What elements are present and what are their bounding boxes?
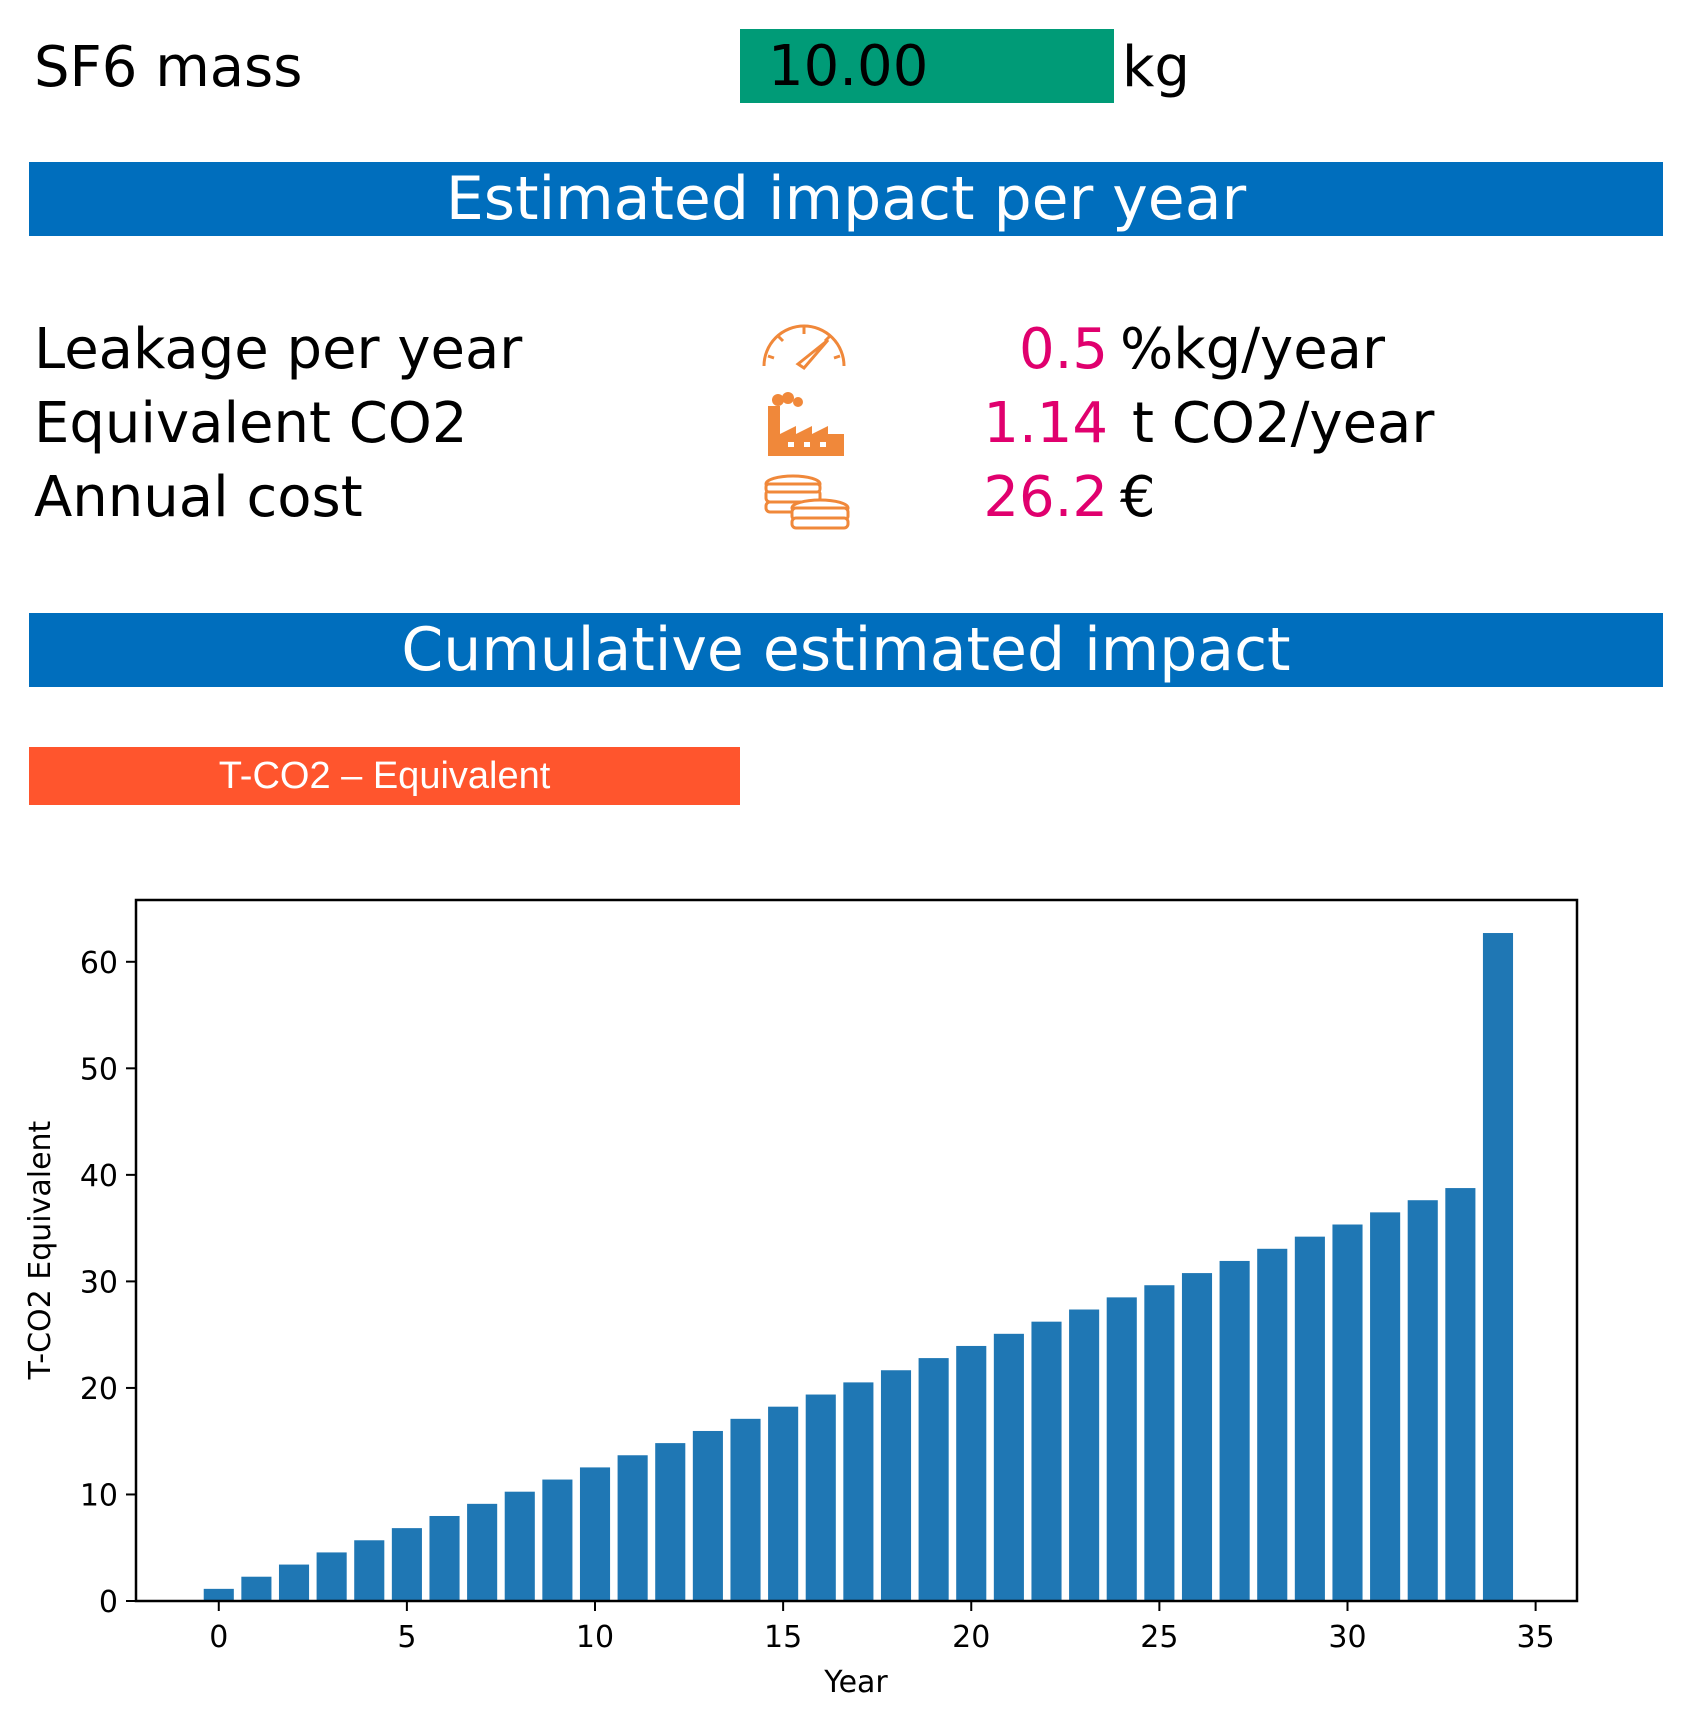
bar-year-2 xyxy=(278,1564,310,1601)
y-tick-label: 30 xyxy=(80,1265,118,1300)
cost-value: 26.2 xyxy=(983,465,1108,530)
bar-year-28 xyxy=(1257,1248,1288,1601)
bar-year-30 xyxy=(1332,1224,1363,1601)
bar-year-34 xyxy=(1482,933,1514,1601)
plot-frame xyxy=(134,898,1579,1603)
bar-year-11 xyxy=(617,1455,648,1601)
co2-label: Equivalent CO2 xyxy=(34,391,468,456)
x-tick-label: 5 xyxy=(397,1620,416,1655)
bar-year-21 xyxy=(993,1333,1024,1601)
bar-year-14 xyxy=(730,1418,761,1601)
gauge-icon xyxy=(758,318,850,370)
cost-unit: € xyxy=(1120,465,1156,530)
bar-year-27 xyxy=(1219,1260,1250,1601)
bar-year-5 xyxy=(391,1528,422,1601)
bar-year-15 xyxy=(768,1406,799,1601)
sf6-mass-unit: kg xyxy=(1122,35,1190,100)
coins-icon xyxy=(762,468,852,532)
bar-year-6 xyxy=(429,1515,460,1601)
tco2-equivalent-tag: T-CO2 – Equivalent xyxy=(29,747,740,805)
x-tick-label: 20 xyxy=(952,1620,990,1655)
y-tick-label: 20 xyxy=(80,1372,118,1407)
leakage-value: 0.5 xyxy=(1018,317,1108,382)
co2-value: 1.14 xyxy=(983,391,1108,456)
bar-year-8 xyxy=(504,1491,535,1601)
bar-year-13 xyxy=(692,1430,723,1601)
y-tick-label: 50 xyxy=(80,1052,118,1087)
x-tick-label: 25 xyxy=(1140,1620,1178,1655)
bar-year-0 xyxy=(203,1588,234,1601)
y-tick-label: 60 xyxy=(80,946,118,981)
bar-year-33 xyxy=(1445,1188,1476,1601)
annual-impact-banner: Estimated impact per year xyxy=(29,162,1663,236)
y-axis-label: T-CO2 Equivalent xyxy=(23,1120,58,1380)
bar-year-25 xyxy=(1144,1285,1175,1601)
sf6-mass-input[interactable] xyxy=(740,29,1114,103)
x-tick-label: 30 xyxy=(1328,1620,1366,1655)
bar-year-12 xyxy=(655,1443,686,1601)
bar-year-32 xyxy=(1407,1200,1438,1601)
bar-year-16 xyxy=(805,1394,836,1601)
bar-year-18 xyxy=(880,1370,912,1601)
bar-year-1 xyxy=(241,1576,272,1601)
leakage-label: Leakage per year xyxy=(34,317,523,382)
bar-year-19 xyxy=(918,1358,949,1601)
bar-year-7 xyxy=(467,1503,498,1601)
y-tick-label: 40 xyxy=(80,1159,118,1194)
factory-icon xyxy=(762,392,846,456)
x-tick-label: 0 xyxy=(209,1620,228,1655)
bar-year-3 xyxy=(316,1552,347,1601)
y-tick-label: 0 xyxy=(99,1585,118,1620)
x-tick-label: 10 xyxy=(576,1620,614,1655)
cost-label: Annual cost xyxy=(34,465,363,530)
bar-year-17 xyxy=(843,1382,874,1601)
x-tick-label: 15 xyxy=(764,1620,802,1655)
sf6-mass-label: SF6 mass xyxy=(34,35,303,100)
x-tick-label: 35 xyxy=(1517,1620,1555,1655)
bar-year-31 xyxy=(1370,1212,1401,1601)
cumulative-bar-chart: 0 5 10 15 20 25 30 35 0 10 20 30 40 50 60 Year T-CO2 … xyxy=(23,898,1579,1700)
bar-year-24 xyxy=(1106,1297,1137,1601)
bar-year-4 xyxy=(354,1540,385,1601)
bar-year-26 xyxy=(1181,1273,1213,1601)
bar-year-23 xyxy=(1069,1309,1100,1601)
bar-year-9 xyxy=(542,1479,573,1601)
bar-year-29 xyxy=(1294,1236,1325,1601)
bar-year-22 xyxy=(1031,1321,1062,1601)
leakage-unit: %kg/year xyxy=(1120,317,1385,382)
x-axis-label: Year xyxy=(823,1665,888,1700)
bar-year-20 xyxy=(956,1345,987,1601)
co2-unit: t CO2/year xyxy=(1132,391,1435,456)
bar-year-10 xyxy=(579,1467,611,1601)
cumulative-impact-banner: Cumulative estimated impact xyxy=(29,613,1663,687)
y-tick-label: 10 xyxy=(80,1478,118,1513)
